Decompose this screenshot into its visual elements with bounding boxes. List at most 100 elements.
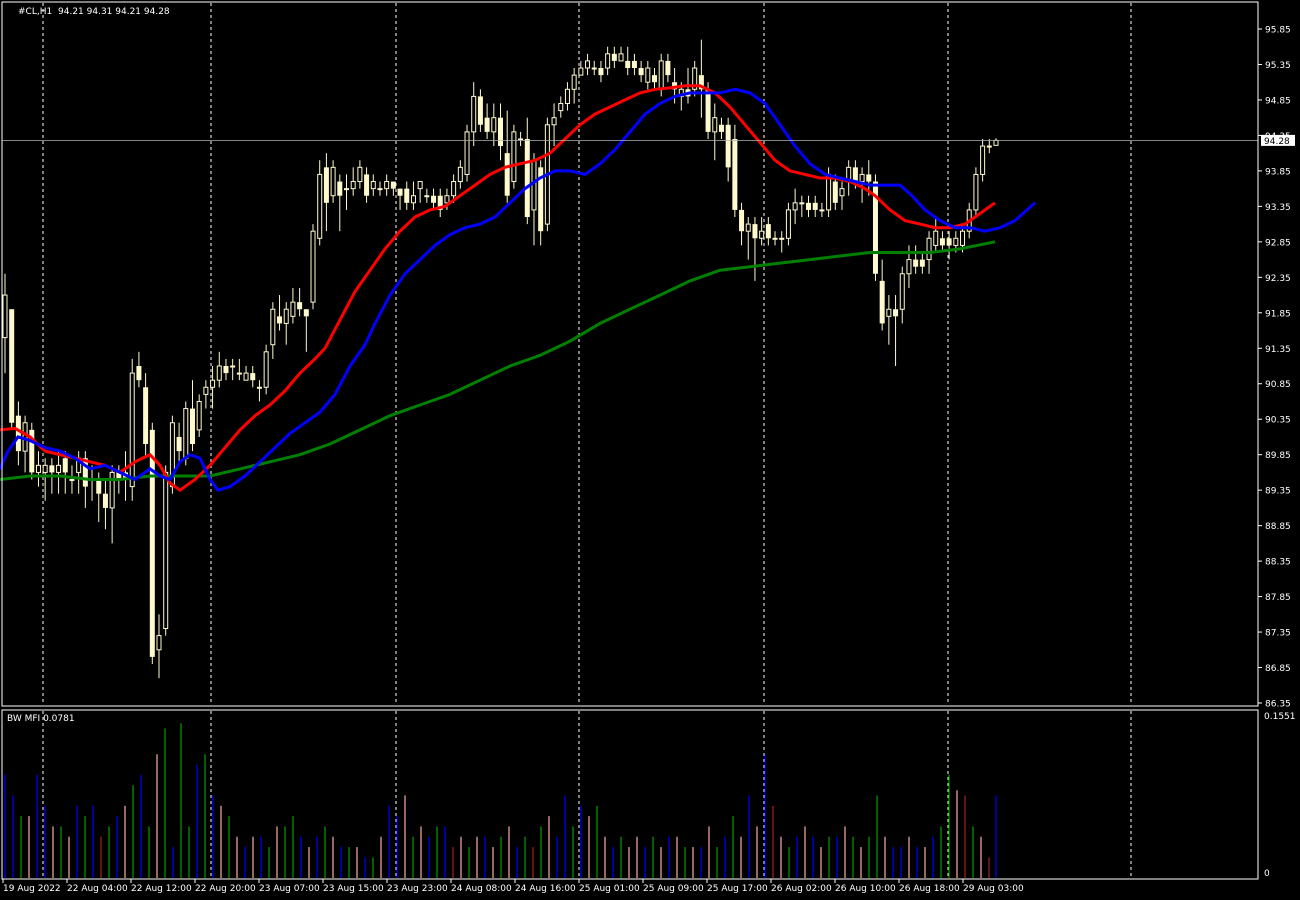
candle-body-down	[752, 224, 758, 239]
x-tick-label: 23 Aug 07:00	[259, 884, 320, 894]
candle-body-down	[919, 259, 925, 267]
y-tick-label: 90.85	[1265, 380, 1291, 390]
candle-body-down	[812, 202, 818, 210]
x-tick-label: 25 Aug 01:00	[579, 884, 640, 894]
candle-body-down	[625, 60, 631, 69]
x-tick-label: 24 Aug 16:00	[515, 884, 576, 894]
candle-body-down	[303, 309, 309, 317]
symbol-label: #CL,H1	[18, 7, 52, 17]
last-price-box	[1261, 134, 1295, 146]
candle-body-up	[457, 166, 463, 183]
candle-body-down	[732, 138, 738, 210]
candle-body-down	[96, 479, 102, 494]
x-tick-label: 29 Aug 03:00	[963, 884, 1024, 894]
candle-body-up	[343, 188, 349, 191]
candle-body-down	[806, 202, 812, 210]
candle-body-up	[2, 294, 8, 339]
y-tick-label: 87.35	[1265, 629, 1291, 639]
candle-body-down	[323, 167, 329, 203]
y-tick-label: 92.35	[1265, 274, 1291, 284]
candle-body-up	[980, 145, 986, 175]
candle-body-down	[29, 429, 35, 473]
candle-body-down	[223, 366, 229, 374]
candle-body-up	[899, 273, 905, 310]
x-tick-label: 22 Aug 20:00	[195, 884, 256, 894]
y-tick-label: 93.35	[1265, 203, 1291, 213]
candle-body-down	[832, 181, 838, 203]
candle-body-down	[498, 117, 503, 147]
candle-body-up	[558, 102, 564, 112]
candle-body-down	[946, 238, 952, 246]
candle-body-up	[986, 145, 992, 148]
candle-body-up	[933, 230, 939, 246]
candle-body-down	[149, 429, 155, 657]
candle-body-down	[705, 89, 711, 132]
candle-body-up	[491, 117, 497, 133]
x-tick-label: 23 Aug 23:00	[387, 884, 448, 894]
indicator-max-label: 0.1551	[1264, 712, 1296, 722]
candle-body-down	[598, 68, 604, 76]
candle-body-down	[189, 408, 195, 445]
candle-body-up	[645, 67, 651, 83]
candle-body-down	[484, 117, 490, 132]
candle-body-up	[22, 422, 28, 452]
candle-body-up	[906, 259, 912, 275]
candle-body-up	[585, 60, 591, 69]
candle-body-up	[571, 74, 577, 90]
candle-body-down	[852, 167, 858, 182]
candle-body-down	[250, 373, 256, 381]
x-tick-label: 22 Aug 04:00	[67, 884, 128, 894]
candle-body-down	[176, 436, 182, 452]
candle-body-up	[605, 53, 611, 69]
candle-body-up	[578, 67, 584, 76]
candle-body-up	[826, 173, 832, 211]
vertical-grid	[42, 3, 1132, 878]
candle-body-up	[109, 471, 115, 509]
candle-body-up	[973, 173, 979, 211]
candle-body-up	[210, 379, 216, 388]
candle-body-down	[893, 309, 899, 317]
candle-body-down	[725, 124, 731, 168]
candle-body-down	[437, 195, 443, 210]
candle-body-down	[638, 68, 644, 76]
candle-body-down	[879, 280, 885, 324]
candle-body-up	[926, 237, 932, 261]
x-tick-label: 22 Aug 12:00	[131, 884, 192, 894]
x-tick-label: 26 Aug 18:00	[899, 884, 960, 894]
y-tick-label: 92.85	[1265, 238, 1291, 248]
candle-body-up	[886, 308, 892, 317]
candle-body-up	[471, 95, 477, 133]
candle-body-up	[357, 166, 363, 183]
candle-body-down	[9, 309, 15, 423]
candle-body-down	[116, 472, 122, 480]
candle-body-up	[330, 166, 336, 197]
x-tick-label: 25 Aug 09:00	[643, 884, 704, 894]
indicator-min-label: 0	[1264, 869, 1270, 879]
x-tick-label: 26 Aug 02:00	[771, 884, 832, 894]
candle-body-down	[866, 174, 872, 182]
y-tick-label: 91.35	[1265, 345, 1291, 355]
ma-mid-line	[0, 84, 996, 493]
candle-body-up	[785, 209, 791, 239]
y-tick-label: 88.85	[1265, 522, 1291, 532]
candle-body-up	[839, 188, 845, 197]
y-tick-label: 87.85	[1265, 593, 1291, 603]
candle-body-down	[872, 181, 878, 274]
candle-body-up	[377, 188, 383, 191]
candle-body-up	[230, 365, 236, 368]
indicator-frame	[1, 709, 1259, 880]
candle-body-up	[42, 464, 48, 473]
y-tick-label: 89.85	[1265, 451, 1291, 461]
candle-body-down	[939, 238, 945, 246]
y-tick-label: 91.85	[1265, 309, 1291, 319]
candle-body-down	[364, 174, 370, 196]
x-tick-label: 23 Aug 15:00	[323, 884, 384, 894]
candle-body-down	[136, 366, 142, 381]
candle-body-up	[658, 60, 664, 90]
candle-body-up	[417, 181, 423, 190]
candle-body-up	[451, 181, 457, 197]
candle-body-up	[518, 138, 524, 141]
candle-body-up	[317, 173, 323, 239]
